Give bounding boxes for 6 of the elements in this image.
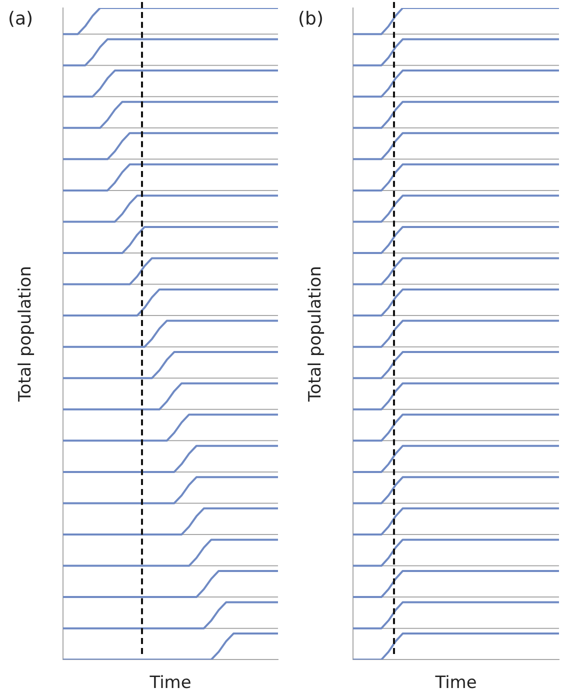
chart-title: (b) xyxy=(298,8,324,30)
x-axis-title: Time xyxy=(434,673,477,694)
chart-title: (a) xyxy=(8,8,34,30)
x-axis-title: Time xyxy=(148,673,192,694)
y-axis-title: Total population xyxy=(305,266,326,403)
y-axis-title: Total population xyxy=(15,266,36,403)
